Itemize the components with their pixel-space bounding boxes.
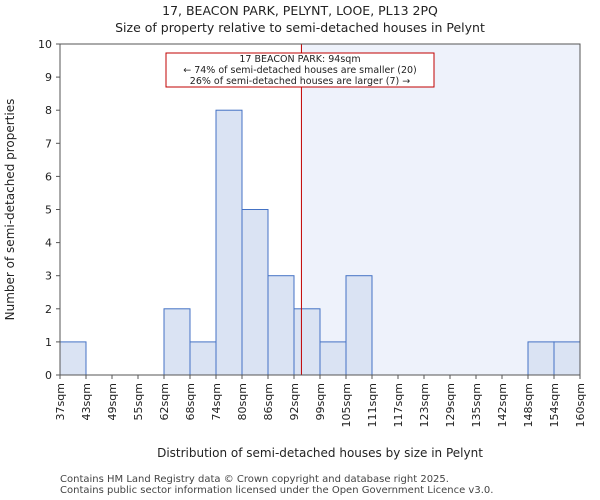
- bar-80sqm: [241, 209, 269, 376]
- x-tick-label: 148sqm: [522, 383, 535, 427]
- y-tick-label: 3: [45, 270, 52, 283]
- bar-62sqm: [163, 308, 191, 376]
- x-tick-label: 55sqm: [132, 383, 145, 420]
- x-tick-label: 123sqm: [418, 383, 431, 427]
- x-tick-label: 142sqm: [496, 383, 509, 427]
- x-tick-label: 62sqm: [158, 383, 171, 420]
- y-tick-label: 8: [45, 104, 52, 117]
- bar-154sqm: [553, 341, 581, 376]
- x-tick-label: 99sqm: [314, 383, 327, 420]
- bar-74sqm: [215, 109, 243, 376]
- annotation-box: 17 BEACON PARK: 94sqm ← 74% of semi-deta…: [165, 52, 435, 88]
- annotation-property: 17 BEACON PARK: 94sqm: [239, 54, 360, 65]
- x-tick-label: 117sqm: [392, 383, 405, 427]
- y-tick-label: 4: [45, 237, 52, 250]
- y-tick-label: 7: [45, 137, 52, 150]
- x-tick-label: 80sqm: [236, 383, 249, 420]
- x-tick-label: 49sqm: [106, 383, 119, 420]
- chart-subtitle: Size of property relative to semi-detach…: [115, 20, 485, 35]
- x-tick-label: 154sqm: [548, 383, 561, 427]
- footer-copyright: Contains HM Land Registry data © Crown c…: [60, 474, 449, 485]
- bar-148sqm: [527, 341, 555, 376]
- bar-92sqm: [293, 308, 321, 376]
- x-tick-label: 105sqm: [340, 383, 353, 427]
- y-tick-label: 5: [45, 204, 52, 217]
- x-tick-label: 111sqm: [366, 383, 379, 427]
- y-tick-label: 10: [38, 38, 52, 51]
- annotation-smaller: ← 74% of semi-detached houses are smalle…: [183, 65, 417, 76]
- annotation-larger: 26% of semi-detached houses are larger (…: [190, 76, 410, 87]
- bar-105sqm: [345, 275, 373, 376]
- bar-68sqm: [189, 341, 217, 376]
- bars: [59, 109, 581, 376]
- annotation-border: [165, 52, 435, 88]
- y-axis: 0 1 2 3 4 5 6 7 8 9 10: [38, 38, 60, 382]
- bar-99sqm: [319, 341, 347, 376]
- x-axis: 37sqm 43sqm 49sqm 55sqm 62sqm 68sqm 74sqm 80sqm…: [54, 375, 587, 427]
- x-tick-label: 37sqm: [54, 383, 67, 420]
- x-tick-label: 135sqm: [470, 383, 483, 427]
- y-tick-label: 1: [45, 336, 52, 349]
- chart-title: 17, BEACON PARK, PELYNT, LOOE, PL13 2PQ: [162, 3, 438, 18]
- bar-86sqm: [267, 275, 295, 376]
- y-tick-label: 9: [45, 71, 52, 84]
- x-tick-label: 160sqm: [574, 383, 587, 427]
- larger-houses-region: [301, 44, 580, 375]
- x-tick-label: 68sqm: [184, 383, 197, 420]
- x-tick-label: 74sqm: [210, 383, 223, 420]
- y-tick-label: 6: [45, 170, 52, 183]
- x-axis-label: Distribution of semi-detached houses by …: [157, 446, 483, 460]
- y-tick-label: 0: [45, 369, 52, 382]
- x-tick-label: 92sqm: [288, 383, 301, 420]
- x-tick-label: 86sqm: [262, 383, 275, 420]
- bar-37sqm: [59, 341, 87, 376]
- x-tick-label: 43sqm: [80, 383, 93, 420]
- y-tick-label: 2: [45, 303, 52, 316]
- footer-licence: Contains public sector information licen…: [60, 485, 494, 496]
- x-tick-label: 129sqm: [444, 383, 457, 427]
- y-axis-label: Number of semi-detached properties: [3, 99, 17, 321]
